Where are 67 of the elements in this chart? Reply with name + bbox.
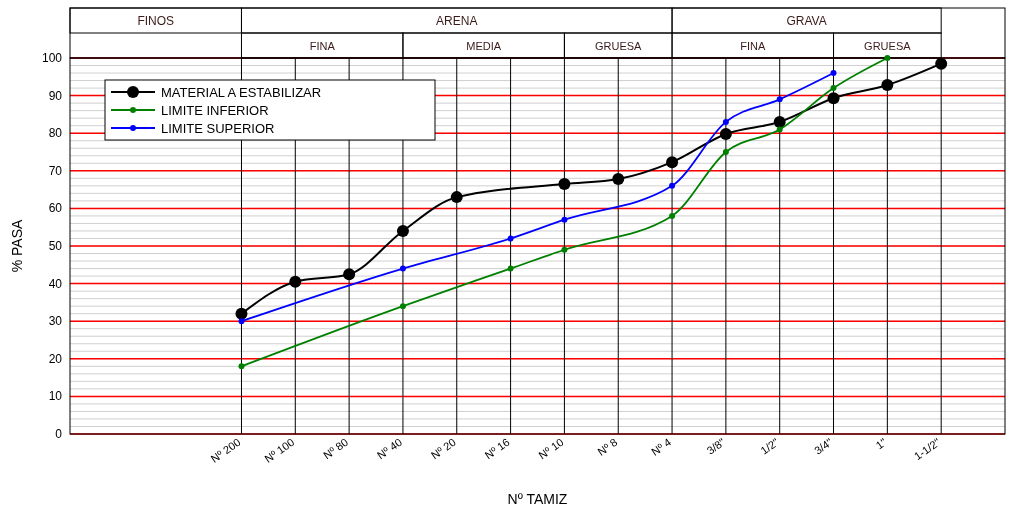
point [722, 149, 729, 155]
point [343, 268, 356, 281]
point [669, 212, 676, 219]
y-tick-label: 40 [48, 276, 63, 291]
point [776, 126, 783, 133]
point [507, 235, 514, 242]
y-tick-label: 0 [55, 427, 63, 441]
point [773, 115, 786, 128]
y-tick-label: 20 [48, 351, 63, 366]
point [238, 363, 245, 370]
point [827, 92, 840, 105]
point [289, 275, 302, 288]
x-tick-label: Nº 16 [482, 435, 512, 462]
point [399, 265, 406, 272]
point [666, 156, 679, 169]
x-tick-label: Nº 20 [428, 435, 458, 462]
y-tick-label: 10 [48, 389, 63, 404]
x-tick-label: 3/4" [812, 435, 835, 457]
y-tick-label: 50 [48, 239, 63, 253]
y-tick-label: 70 [48, 163, 63, 178]
x-tick-label: Nº 4 [649, 435, 674, 458]
x-tick-label: Nº 100 [262, 435, 297, 465]
x-tick-label: 1" [873, 435, 889, 452]
y-tick-label: 30 [48, 314, 63, 329]
legend-label: LIMITE SUPERIOR [161, 121, 275, 136]
point [612, 173, 625, 186]
point [238, 318, 245, 325]
text: FINOS [137, 13, 175, 28]
point [396, 224, 409, 237]
y-tick-label: 100 [41, 51, 63, 65]
x-tick-label: Nº 40 [374, 435, 405, 462]
point [776, 96, 783, 103]
point [830, 70, 837, 77]
text: ARENA [436, 13, 478, 28]
y-tick-label: 90 [48, 88, 63, 103]
y-tick-label: 60 [48, 201, 63, 216]
point [399, 303, 406, 310]
point [881, 79, 894, 92]
y-axis-title: % PASA [9, 219, 25, 273]
text: MEDIA [466, 39, 502, 52]
x-tick-label: 1/2" [758, 435, 781, 457]
point [507, 265, 514, 272]
text: FINA [309, 39, 335, 52]
point [450, 191, 463, 204]
x-tick-label: 3/8" [704, 435, 728, 457]
point [884, 55, 891, 61]
point [561, 246, 568, 253]
x-tick-label: Nº 200 [208, 435, 243, 465]
point [235, 307, 248, 320]
text: FINA [740, 39, 766, 52]
point [558, 177, 571, 190]
x-tick-label: Nº 8 [595, 435, 620, 458]
x-tick-label: Nº 80 [321, 435, 351, 462]
text: GRUESA [595, 39, 642, 52]
text: GRUESA [864, 39, 911, 52]
text: GRAVA [786, 13, 827, 28]
x-tick-label: Nº 10 [536, 435, 566, 462]
point [935, 57, 948, 70]
point [830, 85, 837, 92]
x-axis-title: Nº TAMIZ [507, 491, 568, 507]
point [669, 182, 676, 189]
point [719, 127, 732, 140]
point [722, 118, 729, 125]
legend-label: MATERIAL A ESTABILIZAR [161, 85, 322, 100]
point [561, 216, 568, 223]
legend-label: LIMITE INFERIOR [161, 103, 269, 118]
y-tick-label: 80 [48, 126, 63, 141]
